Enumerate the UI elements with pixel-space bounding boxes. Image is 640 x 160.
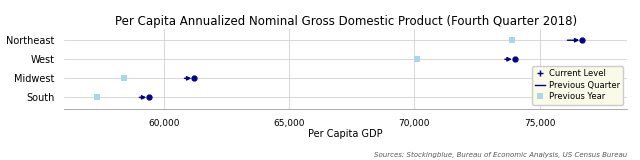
Point [119, 77, 129, 80]
Point [412, 58, 422, 60]
Point [507, 39, 517, 41]
X-axis label: Per Capita GDP: Per Capita GDP [308, 129, 383, 139]
Legend: Current Level, Previous Quarter, Previous Year: Current Level, Previous Quarter, Previou… [532, 66, 623, 105]
Title: Per Capita Annualized Nominal Gross Domestic Product (Fourth Quarter 2018): Per Capita Annualized Nominal Gross Dome… [115, 15, 577, 28]
Text: Sources: Stockingblue, Bureau of Economic Analysis, US Census Bureau: Sources: Stockingblue, Bureau of Economi… [374, 152, 627, 158]
Point [92, 96, 102, 99]
